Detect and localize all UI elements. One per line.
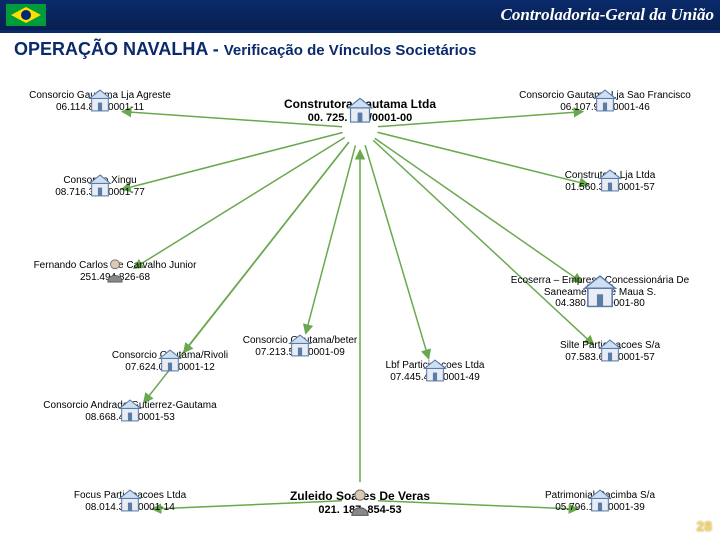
- page-number: 28: [696, 518, 712, 534]
- page-title: OPERAÇÃO NAVALHA - Verificação de Víncul…: [0, 33, 720, 66]
- edge: [375, 138, 582, 282]
- entity-node: Consorcio Gautama/beter07.213.533/0001-0…: [205, 333, 395, 358]
- brazil-flag-icon: [6, 4, 46, 26]
- entity-node: Patrimonial Cacimba S/a05.796.165/0001-3…: [505, 488, 695, 513]
- entity-node: Construtora Gautama Ltda00. 725. 347/000…: [265, 96, 455, 124]
- entity-node: Consorcio Andrade Gutierrez-Gautama08.66…: [35, 398, 225, 423]
- entity-node: Focus Participacoes Ltda08.014.382/0001-…: [35, 488, 225, 513]
- entity-node: Consorcio Xingu08.716.390/0001-77: [5, 173, 195, 198]
- edge: [365, 145, 429, 359]
- org-title: Controladoria-Geral da União: [46, 5, 714, 25]
- title-main: OPERAÇÃO NAVALHA: [14, 39, 208, 59]
- entity-node: Consorcio Gautama Lja Agreste06.114.818/…: [5, 88, 195, 113]
- title-sub: Verificação de Vínculos Societários: [224, 42, 477, 59]
- entity-node: Zuleido Soares De Veras021. 187. 854-53: [265, 488, 455, 516]
- network-diagram: Construtora Gautama Ltda00. 725. 347/000…: [0, 70, 720, 540]
- header-bar: Controladoria-Geral da União: [0, 0, 720, 30]
- entity-node: Silte Participacoes S/a07.583.616/0001-5…: [515, 338, 705, 363]
- entity-node: Construtora Lja Ltda01.560.379/0001-57: [515, 168, 705, 193]
- entity-node: Fernando Carlos De Carvalho Junior251.49…: [20, 258, 210, 283]
- edge: [134, 137, 345, 268]
- entity-node: Lbf Participacoes Ltda07.445.402/0001-49: [340, 358, 530, 383]
- entity-node: Ecoserra – Empresa Concessionária De San…: [505, 273, 695, 310]
- edge: [306, 145, 356, 333]
- entity-node: Consorcio Gautama Lja Sao Francisco06.10…: [510, 88, 700, 113]
